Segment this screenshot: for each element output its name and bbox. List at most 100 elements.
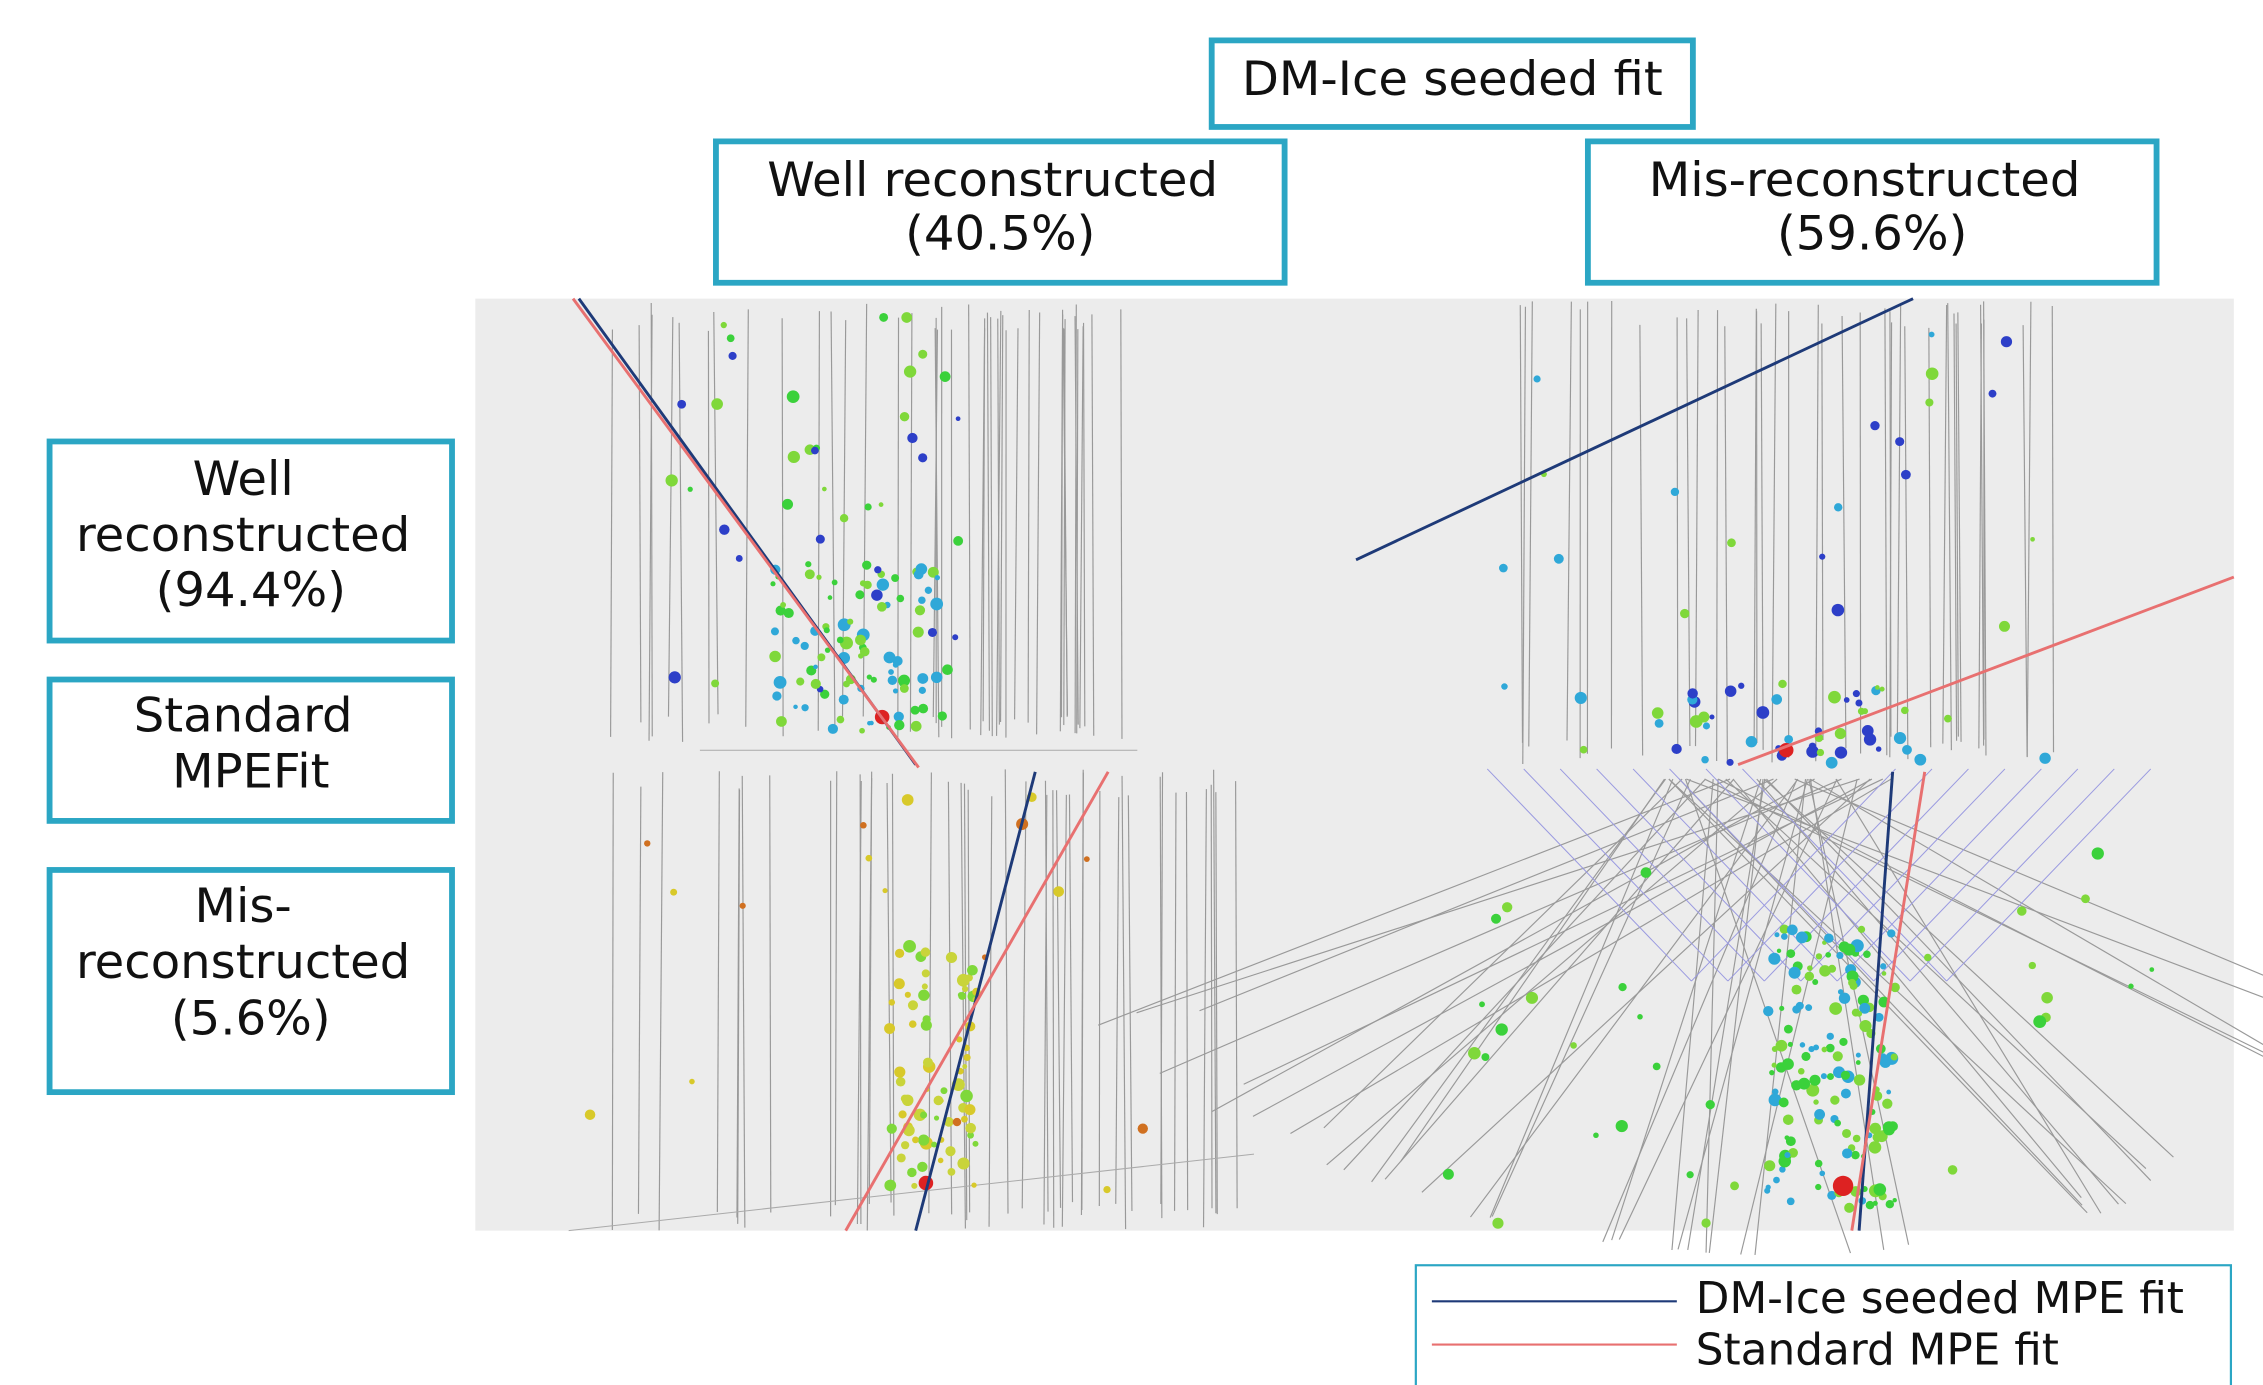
hit xyxy=(813,665,818,670)
hit xyxy=(787,390,800,403)
label-line: MPEFit xyxy=(172,745,329,800)
hit xyxy=(1815,1184,1821,1190)
hit xyxy=(918,1134,929,1145)
hit xyxy=(1652,707,1664,718)
title: DM-Ice seeded fit xyxy=(1242,52,1663,107)
hit xyxy=(1805,1004,1812,1011)
hit xyxy=(1836,952,1843,959)
hit xyxy=(719,524,729,534)
hit xyxy=(824,627,830,633)
hit xyxy=(769,651,781,662)
page: DM-Ice seeded fit Well reconstructed (40… xyxy=(0,0,2263,1385)
hit xyxy=(1798,1068,1805,1075)
hit xyxy=(2001,336,2012,347)
hit xyxy=(784,608,794,618)
hit xyxy=(901,1141,909,1149)
hit xyxy=(935,575,940,580)
label-line: (94.4%) xyxy=(156,563,346,618)
legend-label: Standard MPE fit xyxy=(1696,1326,2059,1376)
hit xyxy=(1103,1186,1110,1193)
hit xyxy=(1580,746,1588,754)
hit xyxy=(893,662,899,668)
hit xyxy=(1858,926,1865,933)
hit xyxy=(905,992,911,998)
hit xyxy=(1825,952,1831,958)
hit xyxy=(793,705,798,710)
vertex-hit xyxy=(1833,1176,1853,1196)
hit xyxy=(901,312,912,323)
hit xyxy=(1084,856,1090,862)
hit xyxy=(689,1079,695,1085)
hit xyxy=(1839,993,1850,1004)
hit xyxy=(1816,953,1822,959)
hit xyxy=(934,1096,944,1106)
hit xyxy=(1841,1089,1851,1099)
hit xyxy=(901,1095,909,1103)
hit xyxy=(1828,691,1841,704)
hit xyxy=(894,1066,905,1077)
hit xyxy=(855,635,866,646)
hit xyxy=(858,653,863,658)
hit xyxy=(2030,537,2035,542)
hit xyxy=(840,514,848,522)
hit xyxy=(1769,1070,1774,1075)
hit xyxy=(1824,933,1834,942)
hit xyxy=(865,855,872,862)
hit xyxy=(891,574,899,582)
hit xyxy=(1786,949,1795,958)
hit xyxy=(1924,954,1932,961)
hit xyxy=(1948,1165,1958,1175)
hit xyxy=(837,637,844,644)
hit xyxy=(1730,1181,1739,1190)
hit xyxy=(1925,399,1933,407)
hit xyxy=(956,416,961,421)
label-line: Well reconstructed xyxy=(767,153,1218,208)
hit xyxy=(1886,1200,1894,1208)
hit xyxy=(902,794,914,806)
hit xyxy=(1443,1169,1454,1180)
hit xyxy=(967,965,978,976)
hit xyxy=(871,589,883,600)
hit xyxy=(2092,847,2104,859)
hit xyxy=(914,570,924,580)
hit xyxy=(931,672,943,683)
hit xyxy=(913,627,924,638)
hit xyxy=(1526,992,1538,1004)
hit xyxy=(887,1124,897,1134)
hit xyxy=(1053,886,1064,897)
hit xyxy=(2041,992,2053,1003)
hit xyxy=(903,940,916,953)
hit xyxy=(940,1087,947,1094)
hit xyxy=(958,992,966,1000)
detector-string xyxy=(1211,785,1212,1208)
hit xyxy=(1869,1141,1882,1153)
hit xyxy=(1481,1053,1489,1061)
hit xyxy=(1554,554,1564,564)
hit xyxy=(1841,1071,1850,1080)
hit xyxy=(923,1058,933,1068)
hit xyxy=(1593,1132,1599,1138)
hit xyxy=(920,1112,927,1119)
hit xyxy=(1575,692,1587,704)
hit xyxy=(1805,972,1814,981)
hit xyxy=(839,695,849,705)
hit xyxy=(1882,971,1887,976)
hit xyxy=(952,634,958,640)
hit xyxy=(961,1116,968,1123)
hit xyxy=(1763,1006,1773,1016)
hit xyxy=(1618,983,1626,991)
hit xyxy=(1839,1038,1847,1046)
hit xyxy=(1777,949,1781,953)
hit xyxy=(1138,1124,1148,1134)
hit xyxy=(1766,1185,1771,1190)
hit xyxy=(964,1054,971,1061)
hit xyxy=(1842,1129,1851,1138)
hit xyxy=(811,679,821,689)
hit xyxy=(1814,1109,1825,1120)
hit xyxy=(1830,1095,1839,1104)
hit xyxy=(1843,944,1855,956)
hit xyxy=(972,1141,978,1147)
hit xyxy=(1796,931,1808,943)
hit xyxy=(728,352,736,360)
hit xyxy=(828,595,833,600)
